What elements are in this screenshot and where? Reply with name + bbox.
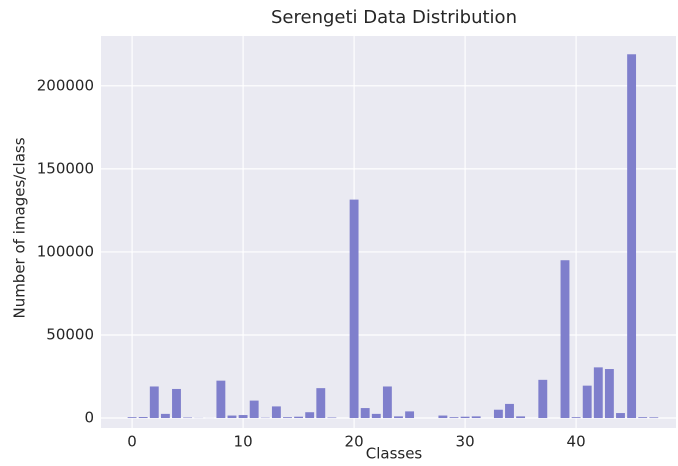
bar	[649, 417, 659, 419]
bar	[405, 411, 415, 419]
x-tick-label: 40	[567, 433, 586, 451]
bar	[516, 416, 526, 419]
bar	[582, 385, 592, 419]
bar	[627, 54, 637, 419]
bar	[505, 403, 514, 419]
bar	[271, 406, 281, 419]
bar	[138, 417, 148, 419]
x-tick-label: 30	[456, 433, 475, 451]
bar	[460, 416, 470, 419]
bar	[294, 416, 304, 419]
y-tick-label: 150000	[37, 159, 94, 177]
bar	[172, 388, 181, 419]
chart-title: Serengeti Data Distribution	[271, 7, 517, 28]
y-tick-label: 50000	[46, 325, 94, 343]
bar	[616, 413, 625, 419]
bar	[283, 417, 292, 419]
bar	[560, 260, 570, 419]
plot-background	[101, 36, 676, 428]
bar	[216, 380, 226, 419]
bar	[382, 386, 392, 419]
bar	[316, 388, 326, 419]
bar	[471, 416, 481, 419]
bar	[493, 409, 503, 419]
bar	[360, 408, 370, 419]
x-axis-label: Classes	[366, 445, 423, 463]
bar	[249, 400, 259, 419]
bar	[160, 413, 170, 419]
bar	[538, 379, 548, 419]
bar	[127, 417, 137, 419]
bar	[593, 367, 603, 419]
x-tick-label: 20	[345, 433, 364, 451]
bar	[449, 417, 459, 419]
bar	[604, 369, 614, 419]
bar	[371, 413, 381, 419]
y-tick-label: 200000	[37, 76, 94, 94]
bar	[438, 415, 448, 419]
x-tick-label: 0	[127, 433, 137, 451]
bar	[571, 417, 581, 419]
y-tick-label: 0	[84, 409, 94, 427]
bar	[394, 416, 403, 419]
bar	[638, 417, 648, 419]
y-tick-label: 100000	[37, 242, 94, 260]
bar	[305, 412, 315, 419]
bar	[238, 415, 248, 419]
bar	[149, 386, 159, 419]
x-tick-label: 10	[234, 433, 253, 451]
bar	[349, 199, 359, 419]
y-axis-label: Number of images/class	[11, 137, 29, 318]
bar	[227, 415, 237, 419]
